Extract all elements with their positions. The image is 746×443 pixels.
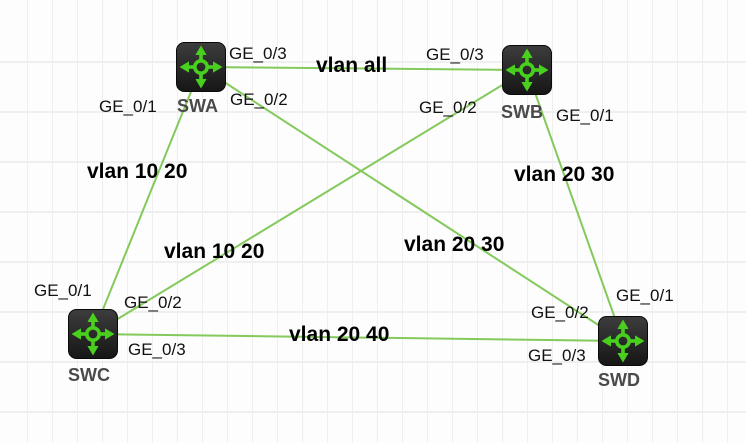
port-label-swb-3: GE_0/3: [426, 45, 484, 64]
port-label-swd-10: GE_0/2: [531, 303, 589, 322]
node-label-swc: SWC: [68, 365, 110, 385]
switch-icon: [502, 45, 552, 95]
link-swb-swc[interactable]: [92, 69, 528, 335]
switch-icon: [68, 309, 118, 359]
link-swa-swd[interactable]: [200, 66, 624, 342]
switch-icon: [176, 42, 226, 92]
link-swa-swb[interactable]: [200, 66, 528, 71]
port-label-swc-8: GE_0/3: [128, 340, 186, 359]
switch-node-swc[interactable]: [68, 309, 118, 359]
switch-icon: [598, 316, 648, 366]
switch-node-swd[interactable]: [598, 316, 648, 366]
node-label-swa: SWA: [177, 96, 219, 116]
port-label-swc-7: GE_0/2: [124, 293, 182, 312]
switch-node-swb[interactable]: [502, 45, 552, 95]
switch-node-swa[interactable]: [176, 42, 226, 92]
node-label-swd: SWD: [598, 370, 640, 390]
vlan-label-swb-swd: vlan 20 30: [514, 163, 615, 186]
port-label-swa-0: GE_0/3: [229, 44, 287, 63]
link-swa-swc[interactable]: [92, 66, 202, 335]
port-label-swa-2: GE_0/1: [99, 97, 157, 116]
vlan-label-swc-swd: vlan 20 40: [289, 323, 390, 346]
port-label-swa-1: GE_0/2: [230, 90, 288, 109]
link-swc-swd[interactable]: [92, 333, 624, 342]
link-swb-swd[interactable]: [526, 69, 624, 342]
port-label-swb-5: GE_0/1: [556, 106, 614, 125]
port-label-swd-11: GE_0/3: [528, 346, 586, 365]
vlan-label-swa-swd: vlan 20 30: [404, 233, 505, 256]
port-label-swc-6: GE_0/1: [34, 281, 92, 300]
vlan-label-swa-swb: vlan all: [316, 54, 388, 77]
vlan-label-swa-swc: vlan 10 20: [87, 160, 188, 183]
vlan-label-swb-swc: vlan 10 20: [164, 240, 265, 263]
port-label-swb-4: GE_0/2: [419, 98, 477, 117]
node-label-swb: SWB: [501, 102, 543, 122]
port-label-swd-9: GE_0/1: [616, 286, 674, 305]
